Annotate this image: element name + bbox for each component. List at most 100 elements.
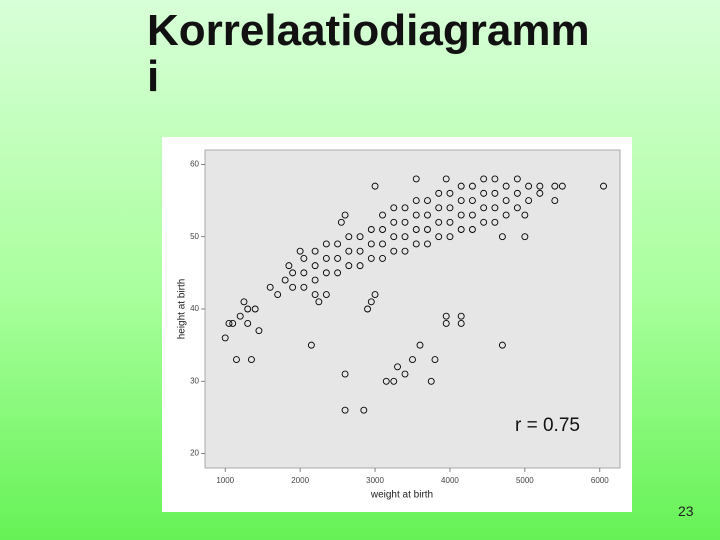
point (225, 320, 233, 327)
annotation: r = 0.75 (515, 415, 580, 436)
point (480, 204, 488, 212)
point (446, 218, 454, 226)
y-tick-label: 60 (190, 160, 199, 169)
point (424, 197, 431, 205)
point (322, 254, 330, 262)
point (244, 305, 252, 313)
point (300, 269, 308, 277)
point (390, 204, 398, 212)
point (379, 226, 386, 233)
point (311, 291, 319, 298)
point (307, 341, 315, 349)
point (240, 298, 248, 306)
point (513, 175, 521, 183)
point (390, 218, 398, 226)
x-tick-label: 3000 (366, 476, 384, 485)
point (334, 254, 342, 262)
point (251, 305, 259, 313)
point (322, 291, 330, 298)
point (401, 247, 409, 255)
point (491, 218, 499, 226)
point (468, 211, 476, 219)
point (337, 218, 345, 226)
point (513, 204, 521, 212)
point (513, 189, 521, 197)
point (233, 356, 240, 364)
point (311, 262, 319, 270)
point (289, 269, 297, 277)
point (431, 356, 439, 364)
point (442, 320, 450, 327)
point (457, 312, 465, 320)
point (334, 240, 342, 248)
point (442, 175, 450, 183)
point (468, 226, 476, 233)
point (401, 370, 409, 378)
point (468, 197, 476, 205)
point (412, 197, 420, 205)
y-tick-label: 30 (190, 376, 199, 385)
point (322, 269, 330, 277)
point (356, 262, 364, 270)
point (446, 233, 454, 241)
point (334, 269, 342, 277)
point (367, 240, 375, 248)
point (536, 182, 544, 190)
slide-title: Korrelaatiodiagrammi (147, 6, 590, 101)
point (364, 305, 372, 313)
point (401, 233, 409, 241)
point (457, 211, 465, 219)
page-number: 23 (678, 503, 694, 519)
point (274, 291, 282, 298)
x-tick-label: 5000 (516, 476, 534, 485)
point (446, 204, 454, 212)
plot-area (204, 149, 621, 469)
x-tick-label: 4000 (441, 476, 459, 485)
point (345, 247, 353, 255)
point (382, 377, 390, 385)
point (244, 320, 252, 327)
point (412, 175, 420, 183)
point (457, 226, 465, 233)
point (491, 204, 499, 212)
point (600, 182, 607, 190)
point (285, 262, 293, 270)
y-tick-label: 50 (190, 232, 199, 241)
x-tick-label: 1000 (216, 476, 234, 485)
point (502, 182, 510, 190)
point (525, 182, 533, 190)
y-tick-label: 40 (190, 304, 199, 313)
point (480, 218, 488, 226)
point (394, 363, 401, 371)
point (247, 356, 255, 364)
point (521, 211, 529, 219)
point (521, 233, 529, 241)
point (468, 182, 476, 190)
point (457, 197, 465, 205)
point (435, 189, 443, 197)
point (551, 197, 559, 205)
point (221, 334, 229, 342)
point (367, 254, 375, 262)
point (367, 298, 375, 306)
point (341, 370, 349, 378)
point (379, 211, 386, 219)
point (367, 226, 375, 233)
point (266, 283, 274, 291)
point (289, 283, 297, 291)
point (480, 189, 488, 197)
point (322, 240, 330, 248)
point (442, 312, 450, 320)
point (498, 341, 506, 349)
point (536, 189, 544, 197)
x-tick-label: 2000 (291, 476, 309, 485)
point (435, 233, 443, 241)
point (491, 175, 499, 183)
point (480, 175, 488, 183)
point (401, 218, 409, 226)
point (390, 247, 398, 255)
point (390, 233, 398, 241)
point (356, 233, 364, 241)
point (390, 377, 398, 385)
